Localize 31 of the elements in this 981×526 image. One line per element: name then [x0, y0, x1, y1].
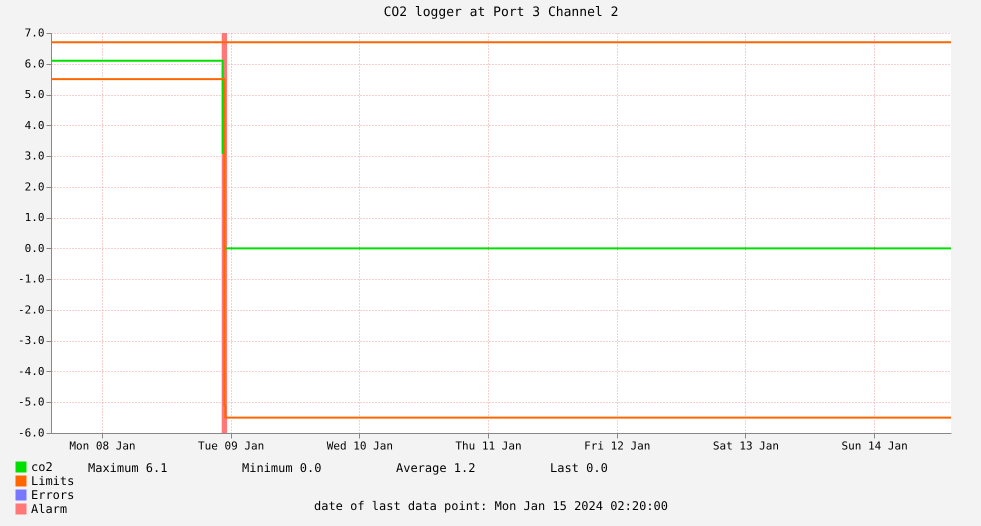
y-tick-label: 6.0	[24, 57, 44, 70]
legend-label: Alarm	[31, 502, 68, 516]
x-tick-label: Mon 08 Jan	[69, 440, 136, 452]
text: Minimum 0.0	[242, 461, 322, 475]
x-tick-label: Wed 10 Jan	[326, 440, 393, 452]
y-tick-label: 1.0	[24, 211, 44, 224]
chart-title: CO2 logger at Port 3 Channel 2	[384, 5, 618, 20]
legend-label: Errors	[31, 488, 74, 502]
y-tick-label: 2.0	[24, 180, 44, 194]
x-tick-label: Tue 09 Jan	[198, 440, 264, 452]
y-tick-label: -1.0	[18, 272, 44, 286]
y-tick-label: -4.0	[18, 364, 44, 378]
y-tick-label: -6.0	[18, 426, 44, 440]
x-tick-label: Sat 13 Jan	[712, 440, 780, 452]
y-tick-label: 5.0	[24, 88, 44, 102]
y-tick-label: 4.0	[24, 118, 44, 132]
legend-label: Limits	[31, 474, 74, 488]
x-tick-label: Fri 12 Jan	[584, 440, 650, 452]
y-tick-label: -3.0	[18, 334, 44, 348]
legend-label: co2	[31, 460, 53, 474]
x-tick-label: Thu 11 Jan	[455, 440, 522, 452]
x-tick-label: Sun 14 Jan	[842, 440, 908, 452]
text: date of last data point: Mon Jan 15 2024 02:20:00	[314, 499, 668, 513]
text: Maximum 6.1	[88, 461, 168, 475]
y-tick-label: 0.0	[24, 242, 44, 255]
text: Average 1.2	[396, 461, 476, 475]
y-tick-label: 7.0	[24, 26, 44, 40]
y-tick-label: -5.0	[18, 396, 44, 409]
y-tick-label: 3.0	[24, 150, 44, 163]
y-tick-label: -2.0	[18, 303, 44, 316]
text: Last 0.0	[550, 461, 608, 475]
